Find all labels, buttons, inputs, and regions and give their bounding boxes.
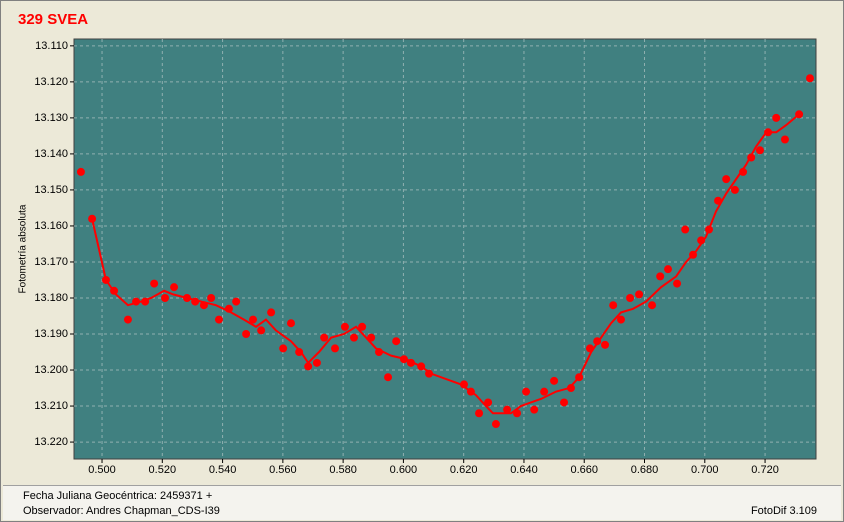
y-tick-label: 13.110	[35, 40, 68, 52]
data-point	[170, 283, 179, 292]
data-point	[358, 322, 367, 331]
data-point	[267, 308, 276, 317]
data-point	[805, 74, 814, 83]
data-point	[522, 387, 531, 396]
data-point	[484, 398, 493, 407]
data-point	[459, 380, 468, 389]
data-point	[257, 326, 266, 335]
y-tick-label: 13.120	[34, 76, 68, 88]
data-point	[349, 333, 358, 342]
data-point	[648, 301, 657, 310]
data-point	[566, 384, 575, 393]
x-tick-label: 0.720	[751, 464, 779, 476]
data-point	[340, 322, 349, 331]
x-tick-label: 0.620	[450, 464, 478, 476]
x-tick-label: 0.540	[209, 464, 237, 476]
data-point	[392, 337, 401, 346]
data-point	[207, 293, 216, 302]
x-tick-label: 0.500	[88, 464, 116, 476]
fit-line	[91, 113, 800, 415]
x-tick-label: 0.520	[149, 464, 177, 476]
data-point	[286, 319, 295, 328]
data-point	[330, 344, 339, 353]
data-point	[664, 265, 673, 274]
observer: Observador: Andres Chapman_CDS-I39	[23, 505, 220, 517]
data-point	[503, 405, 512, 414]
data-point	[232, 297, 241, 306]
data-point	[304, 362, 313, 371]
data-point	[76, 167, 85, 176]
data-point	[722, 175, 731, 184]
y-tick-label: 13.130	[34, 112, 68, 124]
data-point	[320, 333, 329, 342]
x-tick-label: 0.640	[510, 464, 538, 476]
data-point	[161, 293, 170, 302]
x-tick-label: 0.680	[631, 464, 659, 476]
data-point	[772, 113, 781, 122]
data-point	[530, 405, 539, 414]
x-tick-label: 0.660	[570, 464, 598, 476]
data-point	[780, 135, 789, 144]
y-tick-label: 13.140	[34, 148, 68, 160]
data-point	[123, 315, 132, 324]
data-point	[755, 146, 764, 155]
data-point	[214, 315, 223, 324]
y-tick-label: 13.150	[34, 184, 68, 196]
data-point	[384, 373, 393, 382]
data-point	[475, 409, 484, 418]
data-point	[279, 344, 288, 353]
software: FotoDif 3.109	[750, 505, 817, 517]
data-point	[249, 315, 258, 324]
chart: 329 SVEA Fotometría absoluta 13.110 13.12…	[18, 11, 817, 476]
chart-title: 329 SVEA	[18, 11, 88, 28]
y-tick-label: 13.200	[34, 364, 68, 376]
date-label: Fecha Juliana Geocéntrica: 2459371 +	[23, 490, 213, 502]
data-point	[560, 398, 569, 407]
x-tick-label: 0.560	[269, 464, 297, 476]
data-point	[673, 279, 682, 288]
data-point	[550, 376, 559, 385]
status-panel: Fecha Juliana Geocéntrica: 2459371 + Obs…	[3, 485, 841, 520]
data-point	[739, 167, 748, 176]
data-point	[540, 387, 549, 396]
y-axis-label: Fotometría absoluta	[18, 204, 29, 293]
y-tick-label: 13.220	[34, 436, 68, 448]
data-point	[609, 301, 618, 310]
y-tick-label: 13.180	[34, 292, 68, 304]
data-point	[656, 272, 665, 281]
data-point	[617, 315, 626, 324]
x-tick-label: 0.600	[390, 464, 418, 476]
data-point	[491, 420, 500, 429]
data-point	[730, 185, 739, 194]
y-tick-label: 13.160	[34, 220, 68, 232]
data-point	[681, 225, 690, 234]
plot-area	[73, 38, 817, 460]
y-tick-label: 13.170	[34, 256, 68, 268]
data-point	[150, 279, 159, 288]
data-point	[601, 340, 610, 349]
y-tick-label: 13.210	[34, 400, 68, 412]
x-tick-label: 0.700	[691, 464, 719, 476]
data-point	[626, 293, 635, 302]
y-tick-label: 13.190	[34, 328, 68, 340]
data-point	[242, 330, 251, 339]
data-point	[312, 358, 321, 367]
data-point	[635, 290, 644, 299]
x-tick-label: 0.580	[329, 464, 357, 476]
